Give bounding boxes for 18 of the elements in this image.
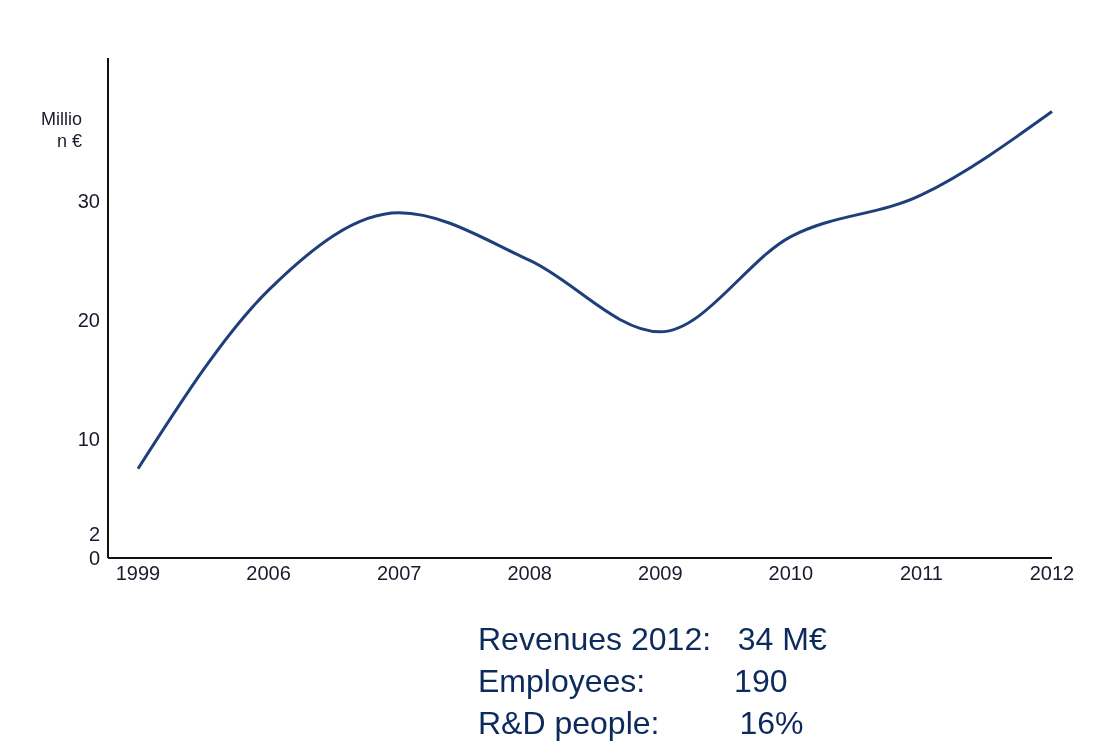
y-tick-label: 20 (77, 309, 100, 331)
x-tick-label: 2006 (246, 562, 291, 585)
y-tick-label: 2 (88, 523, 100, 546)
y-tick-label: 30 (77, 189, 100, 212)
x-tick-label: 1999 (115, 562, 161, 585)
y-tick-label: 10 (77, 428, 100, 451)
text: Employees: 190 (478, 662, 789, 701)
x-tick-label: 2011 (899, 562, 943, 585)
x-tick-label: 2008 (507, 562, 552, 585)
line-series (136, 110, 1054, 471)
x-tick-label: 2012 (1029, 562, 1075, 585)
text: Revenues 2012: 34 M€ (478, 620, 828, 659)
x-tick-label: 2007 (376, 562, 422, 585)
y-axis-title: Million € (40, 108, 82, 152)
y-tick-label: 0 (88, 547, 100, 570)
x-tick-label: 2010 (768, 562, 814, 585)
x-tick-label: 2009 (638, 562, 683, 585)
text: R&D people: 16% (478, 704, 805, 743)
